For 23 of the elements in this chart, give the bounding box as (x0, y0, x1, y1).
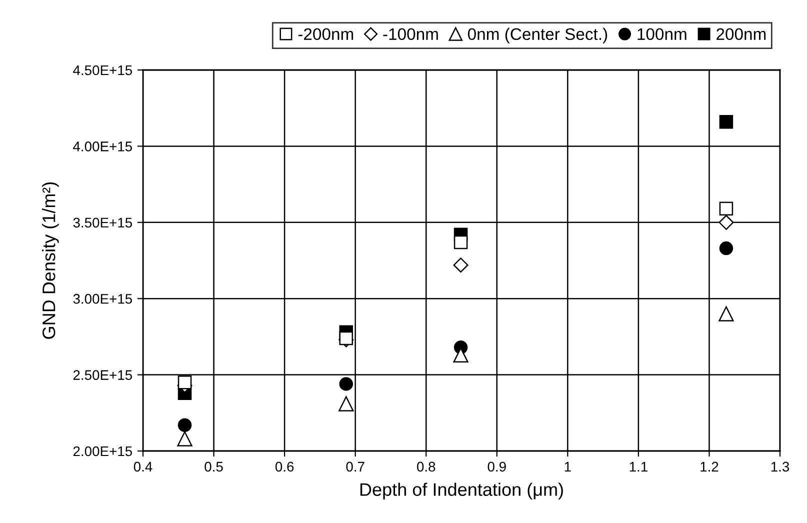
x-tick-label: 0.7 (346, 462, 364, 472)
x-tick-label: 1 (564, 462, 571, 472)
legend-label: 100nm (638, 28, 686, 40)
legend-label: 200nm (716, 28, 766, 40)
x-tick-label: 0.5 (204, 462, 223, 472)
x-axis-title: Depth of Indentation (μm) (360, 482, 563, 500)
y-tick-label: 4.50E+15 (73, 65, 132, 76)
x-tick-label: 1.2 (700, 462, 718, 472)
x-tick-label: 1.1 (630, 462, 648, 472)
x-tick-label: 1.3 (771, 462, 790, 472)
x-tick-label: 0.6 (275, 462, 294, 472)
y-tick-label: 2.00E+15 (73, 446, 132, 456)
y-tick-label: 4.00E+15 (73, 142, 132, 152)
x-tick-label: 0.4 (134, 462, 152, 472)
x-tick-label: 0.9 (488, 462, 506, 472)
y-axis-title: GND Density (1/m²) (42, 182, 59, 339)
y-tick-label: 3.50E+15 (73, 218, 132, 228)
y-tick-label: 3.00E+15 (73, 294, 132, 304)
legend-label: -200nm (298, 28, 354, 40)
y-tick-label: 2.50E+15 (73, 370, 132, 380)
legend-label: 0nm (Center Sect.) (468, 28, 608, 44)
x-tick-label: 0.8 (417, 462, 436, 472)
legend-label: -100nm (383, 28, 438, 40)
